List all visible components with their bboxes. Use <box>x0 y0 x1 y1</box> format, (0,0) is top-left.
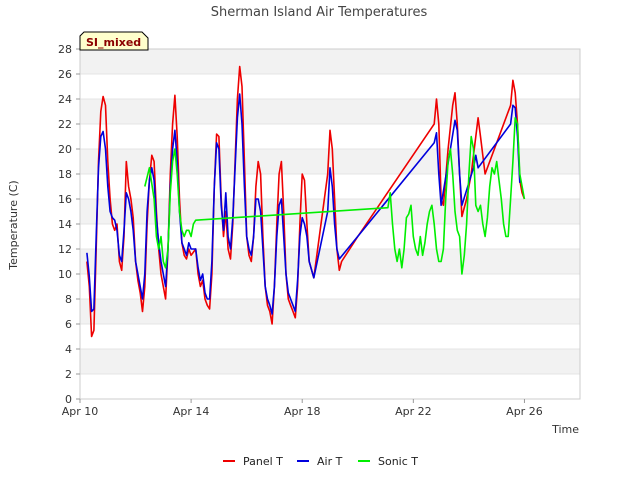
x-tick-label: Apr 18 <box>284 405 321 418</box>
y-tick-label: 16 <box>58 193 72 206</box>
y-tick-label: 18 <box>58 168 72 181</box>
grid-band <box>80 99 580 124</box>
x-tick-label: Apr 26 <box>506 405 543 418</box>
y-tick-label: 2 <box>65 368 72 381</box>
y-tick-label: 14 <box>58 218 72 231</box>
x-axis-title: Time <box>551 423 579 436</box>
y-tick-label: 6 <box>65 318 72 331</box>
x-axis-ticks: Apr 10 Apr 14 Apr 18 Apr 22 Apr 26 <box>62 399 543 418</box>
grid-band <box>80 324 580 349</box>
y-tick-label: 12 <box>58 243 72 256</box>
grid-band <box>80 49 580 74</box>
x-tick-label: Apr 14 <box>173 405 210 418</box>
grid-band <box>80 374 580 399</box>
grid-band <box>80 299 580 324</box>
series-lines <box>86 65 526 338</box>
grid-band <box>80 274 580 299</box>
y-tick-label: 20 <box>58 143 72 156</box>
y-tick-label: 26 <box>58 68 72 81</box>
badge-label: SI_mixed <box>86 36 141 49</box>
legend: Panel T Air T Sonic T <box>223 455 418 468</box>
y-axis-title: Temperature (C) <box>7 180 20 270</box>
y-tick-label: 8 <box>65 293 72 306</box>
series-line-air-t <box>86 93 521 315</box>
x-tick-label: Apr 10 <box>62 405 99 418</box>
y-tick-label: 24 <box>58 93 72 106</box>
y-tick-label: 4 <box>65 343 72 356</box>
chart-title: Sherman Island Air Temperatures <box>211 5 428 20</box>
grid-band <box>80 249 580 274</box>
legend-label-sonic-t: Sonic T <box>378 455 418 468</box>
y-tick-label: 28 <box>58 43 72 56</box>
series-line-sonic-t <box>144 117 526 275</box>
badge-box <box>79 31 149 51</box>
y-tick-label: 22 <box>58 118 72 131</box>
dataset-badge: SI_mixed <box>79 31 149 51</box>
y-tick-label: 10 <box>58 268 72 281</box>
legend-label-panel-t: Panel T <box>243 455 283 468</box>
legend-label-air-t: Air T <box>317 455 343 468</box>
grid-band <box>80 224 580 249</box>
grid-band <box>80 74 580 99</box>
x-tick-label: Apr 22 <box>395 405 432 418</box>
grid-band <box>80 349 580 374</box>
y-tick-label: 0 <box>65 393 72 406</box>
